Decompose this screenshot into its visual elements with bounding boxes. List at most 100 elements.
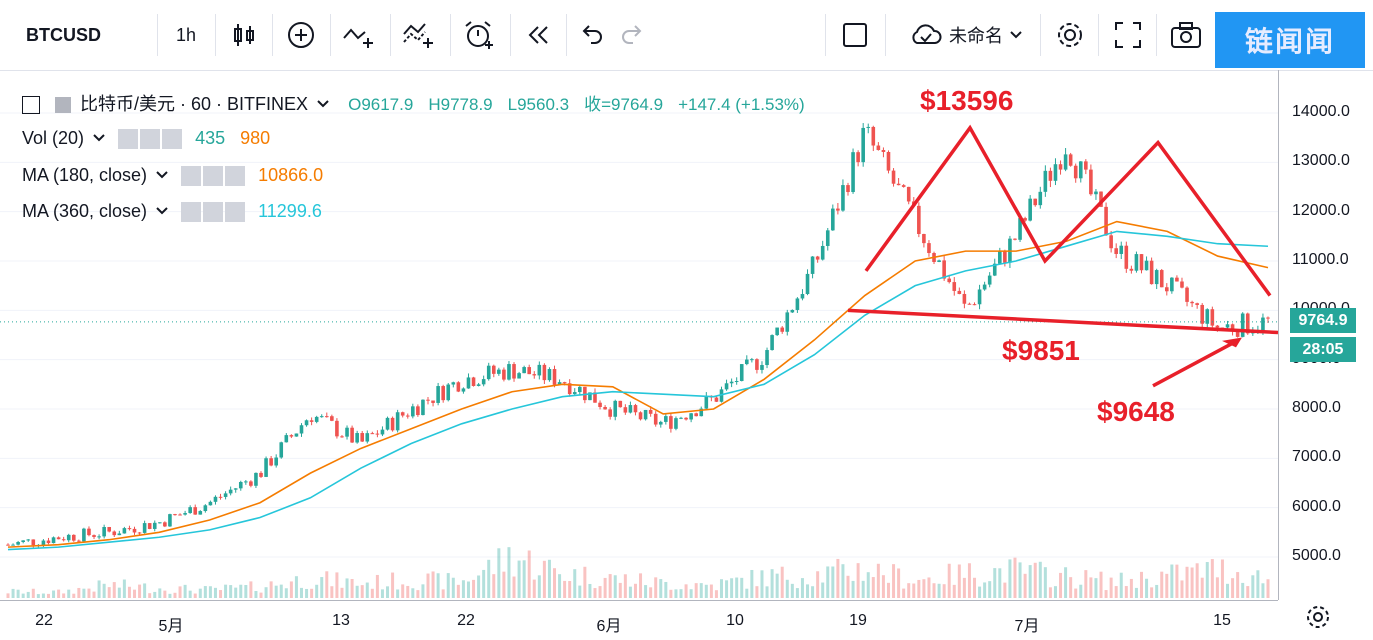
publish-button[interactable]: 链闻闻: [1215, 12, 1365, 68]
gear-icon[interactable]: [203, 202, 224, 223]
volume-bar: [350, 579, 354, 598]
candle-body: [112, 531, 117, 536]
last-price-tag: 9764.9: [1290, 308, 1356, 333]
indicators-button[interactable]: [275, 10, 327, 60]
candle-body: [1013, 238, 1017, 240]
snapshot-button[interactable]: [1160, 10, 1212, 60]
settings-button[interactable]: [1044, 10, 1096, 60]
volume-bar: [507, 547, 511, 598]
interval-button[interactable]: 1h: [175, 24, 197, 45]
volume-bar: [1256, 570, 1260, 598]
compare-button[interactable]: [333, 10, 385, 60]
volume-bar: [1013, 557, 1017, 598]
volume-legend: Vol (20) 435 980: [22, 128, 270, 150]
candle-body: [512, 364, 516, 379]
candle-body: [684, 417, 688, 420]
close-value: 收=9764.9: [584, 95, 664, 114]
volume-label[interactable]: Vol (20): [22, 128, 85, 148]
volume-bar: [421, 584, 425, 598]
volume-bar: [628, 586, 632, 598]
redo-button[interactable]: [612, 10, 652, 60]
volume-bar: [1059, 572, 1063, 598]
neckline: [847, 308, 1279, 335]
indicator-controls[interactable]: [181, 166, 246, 187]
candle-style-button[interactable]: [218, 10, 270, 60]
main-series-legend: 比特币/美元 · 60 · BITFINEX O9617.9 H9778.9 L…: [22, 90, 805, 116]
candle-body: [805, 273, 810, 295]
eye-icon[interactable]: [181, 202, 202, 223]
toolbar-divider: [825, 14, 826, 56]
alert-button[interactable]: [453, 10, 505, 60]
gear-icon[interactable]: [203, 166, 224, 187]
toolbar-divider: [215, 14, 216, 56]
volume-bar: [881, 575, 885, 598]
candle-body: [770, 335, 774, 351]
candle-body: [653, 413, 658, 425]
candle-body: [183, 513, 187, 515]
candle-body: [436, 386, 440, 403]
ma360-label[interactable]: MA (360, close): [22, 201, 148, 221]
candle-body: [992, 263, 997, 276]
fullscreen-icon: [1115, 22, 1141, 48]
candle-body: [982, 284, 987, 290]
candle-body: [1084, 161, 1088, 170]
price-axis[interactable]: [1278, 70, 1373, 600]
volume-bar: [593, 588, 597, 598]
candle-body: [380, 429, 385, 435]
candle-body: [927, 243, 931, 254]
gear-icon[interactable]: [140, 129, 161, 150]
candle-body: [102, 527, 106, 537]
eye-icon[interactable]: [181, 166, 202, 187]
series-title[interactable]: 比特币/美元 · 60 · BITFINEX: [80, 94, 309, 114]
close-icon[interactable]: [225, 202, 246, 223]
candle-body: [223, 493, 228, 497]
close-icon[interactable]: [225, 166, 246, 187]
symbol-search-button[interactable]: BTCUSD: [26, 24, 101, 45]
volume-bar: [1119, 572, 1123, 598]
candle-body: [962, 293, 967, 304]
indicator-controls[interactable]: [118, 129, 183, 150]
volume-bar: [907, 583, 911, 598]
candle-body: [638, 412, 643, 420]
axis-settings-button[interactable]: [1305, 604, 1331, 637]
save-layout-button[interactable]: 未命名: [895, 10, 1037, 60]
candle-body: [330, 416, 334, 421]
fullscreen-button[interactable]: [1102, 10, 1154, 60]
volume-bar: [699, 583, 703, 598]
square-icon: [843, 23, 867, 47]
candle-body: [987, 275, 992, 285]
candle-body: [1215, 325, 1220, 328]
candle-body: [152, 522, 157, 529]
collapse-icon[interactable]: [22, 96, 40, 115]
close-icon[interactable]: [162, 129, 183, 150]
volume-bar: [811, 586, 815, 598]
volume-bar: [1124, 586, 1128, 598]
candle-body: [608, 409, 612, 417]
candle-body: [906, 186, 911, 202]
volume-bar: [380, 589, 384, 598]
price-chart[interactable]: [0, 70, 1280, 600]
candle-body: [901, 185, 906, 187]
volume-bar: [795, 588, 799, 598]
volume-bar: [654, 577, 658, 598]
replay-button[interactable]: [513, 10, 565, 60]
volume-bar: [775, 573, 779, 598]
volume-bar: [1220, 559, 1224, 598]
candle-body: [335, 420, 339, 437]
time-axis[interactable]: [0, 600, 1278, 640]
candle-body: [886, 151, 891, 171]
templates-button[interactable]: [393, 10, 445, 60]
undo-button[interactable]: [572, 10, 612, 60]
layout-select-button[interactable]: [830, 10, 880, 60]
volume-bar: [97, 580, 101, 598]
toolbar-divider: [272, 14, 273, 56]
candle-body: [1129, 268, 1134, 271]
volume-bar: [608, 574, 612, 598]
candle-body: [724, 383, 729, 390]
candle-body: [790, 309, 795, 313]
volume-bar: [649, 587, 653, 598]
indicator-controls[interactable]: [181, 202, 246, 223]
candle-body: [532, 374, 537, 376]
eye-icon[interactable]: [118, 129, 139, 150]
ma180-label[interactable]: MA (180, close): [22, 165, 148, 185]
